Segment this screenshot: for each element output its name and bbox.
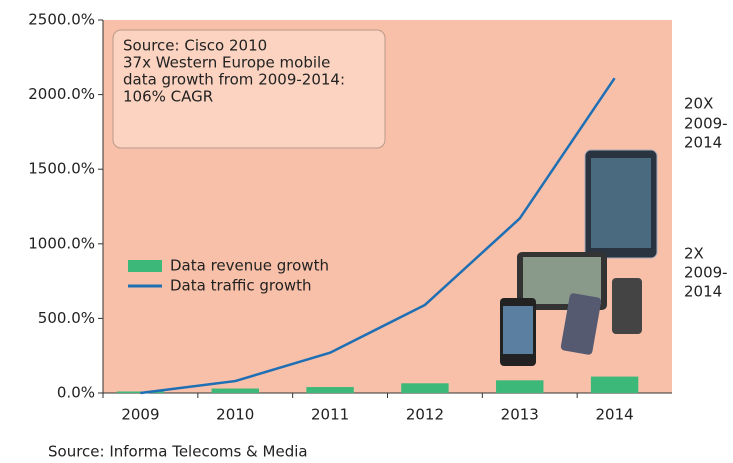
- annotation-line: 37x Western Europe mobile: [123, 54, 330, 72]
- y-tick-label: 1000.0%: [28, 234, 95, 252]
- annotation-line: 106% CAGR: [123, 88, 213, 106]
- traffic-note: 2014: [684, 134, 722, 152]
- bar: [496, 380, 543, 393]
- y-tick-label: 0.0%: [57, 384, 95, 402]
- legend-label: Data revenue growth: [170, 257, 329, 275]
- y-tick-label: 2000.0%: [28, 85, 95, 103]
- bar: [212, 389, 259, 393]
- revenue-note: 2009-: [684, 264, 728, 282]
- revenue-note: 2X: [684, 245, 704, 263]
- x-tick-label: 2010: [216, 406, 254, 424]
- bar: [306, 387, 353, 393]
- x-tick-label: 2012: [406, 406, 444, 424]
- traffic-note: 20X: [684, 95, 713, 113]
- source-note: Source: Informa Telecoms & Media: [48, 443, 308, 461]
- legend-swatch: [128, 260, 162, 272]
- x-tick-label: 2009: [121, 406, 159, 424]
- annotation-line: Source: Cisco 2010: [123, 37, 267, 55]
- y-tick-label: 500.0%: [38, 309, 95, 327]
- x-tick-label: 2013: [501, 406, 539, 424]
- annotation-line: data growth from 2009-2014:: [123, 71, 345, 89]
- bar: [401, 383, 448, 393]
- x-tick-label: 2014: [595, 406, 633, 424]
- legend-label: Data traffic growth: [170, 277, 312, 295]
- revenue-note: 2014: [684, 283, 722, 301]
- chart: Source: Cisco 2010 37x Western Europe mo…: [0, 0, 733, 463]
- x-tick-label: 2011: [311, 406, 349, 424]
- y-tick-label: 2500.0%: [28, 11, 95, 29]
- traffic-note: 2009-: [684, 115, 728, 133]
- y-tick-label: 1500.0%: [28, 160, 95, 178]
- bar: [591, 377, 638, 393]
